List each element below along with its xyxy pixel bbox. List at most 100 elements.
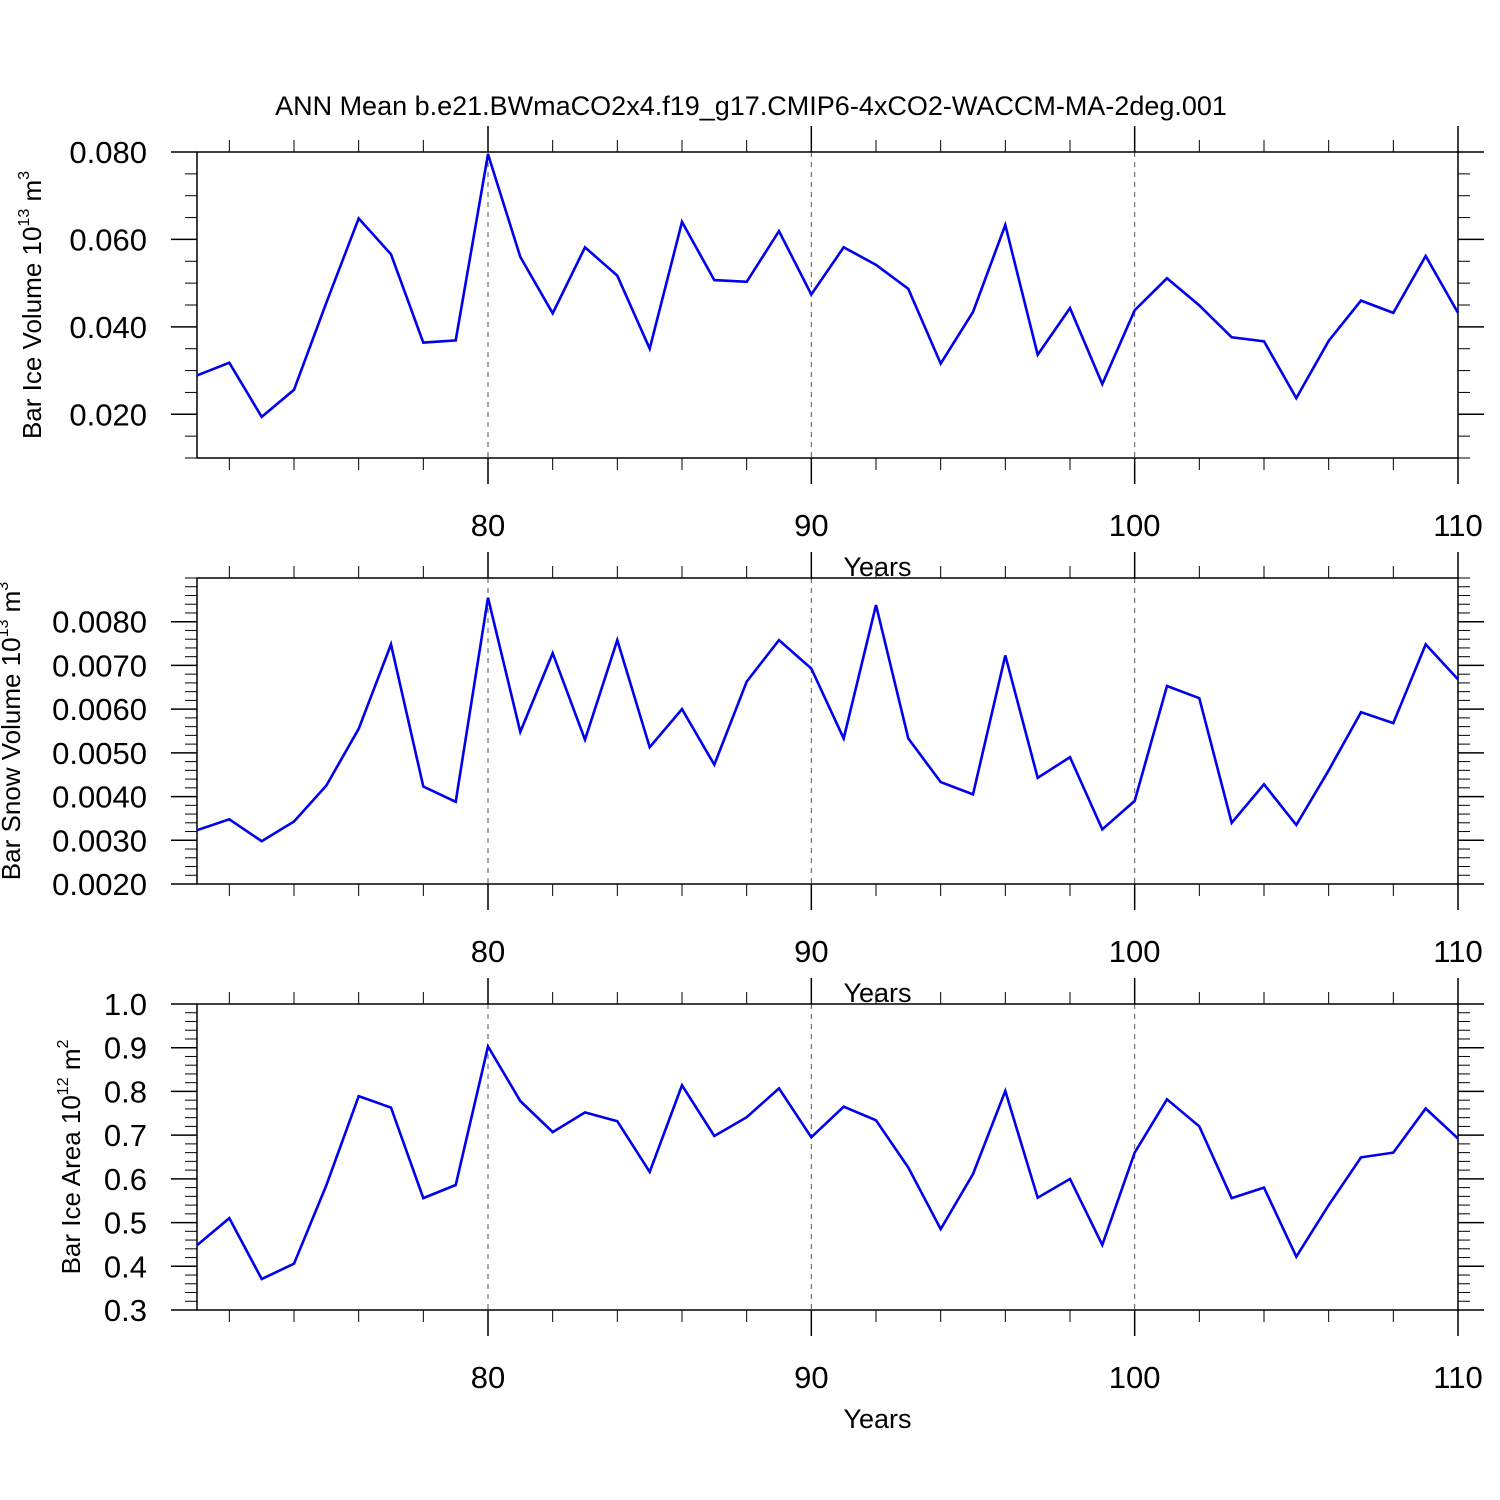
plot-frame: [196, 151, 1459, 459]
y-tick-label: 1.0: [104, 987, 147, 1022]
y-axis-label-unit: m: [17, 180, 47, 209]
y-axis-label-prefix: Bar Ice Volume 10: [17, 227, 47, 439]
data-point: [809, 666, 814, 671]
x-tick-label: 100: [1109, 508, 1161, 543]
data-point: [583, 737, 588, 742]
y-tick-label: 0.0060: [52, 692, 147, 727]
data-point: [777, 1086, 782, 1091]
data-point: [486, 152, 491, 157]
data-point: [680, 1083, 685, 1088]
panel-gridlines: [487, 1004, 1136, 1310]
data-point: [389, 252, 394, 257]
data-point: [1100, 382, 1105, 387]
x-tick-label: 90: [794, 1360, 828, 1395]
data-point: [195, 373, 200, 378]
data-point: [1068, 755, 1073, 760]
data-point: [874, 1118, 879, 1123]
data-point: [1294, 822, 1299, 827]
data-point: [324, 783, 329, 788]
y-tick-label: 0.0020: [52, 867, 147, 902]
y-axis-label-unit-exp: 2: [55, 1039, 72, 1048]
data-point: [712, 762, 717, 767]
y-tick-label: 0.080: [69, 135, 147, 170]
data-point: [389, 642, 394, 647]
y-tick-label: 0.5: [104, 1206, 147, 1241]
x-tick-label: 80: [471, 508, 505, 543]
y-axis-label-unit-exp: 3: [0, 582, 12, 591]
x-axis-label: Years: [843, 552, 911, 582]
data-point: [1423, 254, 1428, 259]
panel-series: [195, 152, 1460, 419]
data-point: [518, 254, 523, 259]
y-axis-label-unit: m: [0, 591, 26, 620]
data-point: [227, 360, 232, 365]
data-point: [1262, 1185, 1267, 1190]
x-tick-label: 90: [794, 508, 828, 543]
y-axis-label: Bar Ice Volume 1013 m3: [16, 171, 47, 439]
data-point: [1456, 1136, 1461, 1141]
x-axis-label: Years: [843, 1404, 911, 1434]
data-point: [1165, 683, 1170, 688]
y-tick-label: 0.020: [69, 397, 147, 432]
data-point: [680, 707, 685, 712]
x-tick-label: 110: [1433, 934, 1482, 969]
y-tick-label: 0.0080: [52, 605, 147, 640]
data-point: [292, 819, 297, 824]
data-point: [259, 1276, 264, 1281]
data-point: [1326, 338, 1331, 343]
data-point: [938, 780, 943, 785]
x-tick-label: 90: [794, 934, 828, 969]
panel-ice-volume: 80 90 100 110 0.020 0.040 0.060 0.080 Years Bar…: [16, 126, 1484, 582]
y-tick-label: 0.0040: [52, 780, 147, 815]
y-tick-label: 0.0030: [52, 823, 147, 858]
y-tick-label: 0.060: [69, 222, 147, 257]
data-point: [1359, 1155, 1364, 1160]
data-point: [1359, 710, 1364, 715]
data-point: [1132, 798, 1137, 803]
data-point: [195, 828, 200, 833]
data-point: [1326, 768, 1331, 773]
data-point: [647, 1169, 652, 1174]
data-point: [615, 638, 620, 643]
data-point: [1229, 820, 1234, 825]
data-point: [259, 414, 264, 419]
y-tick-label: 0.6: [104, 1162, 147, 1197]
data-point: [680, 219, 685, 224]
data-point: [1391, 721, 1396, 726]
y-tick-label: 0.4: [104, 1249, 147, 1284]
data-point: [744, 1115, 749, 1120]
data-point: [744, 679, 749, 684]
data-point: [356, 216, 361, 221]
x-tick-label: 80: [471, 1360, 505, 1395]
data-point: [938, 361, 943, 366]
data-point: [777, 638, 782, 643]
panel-axes: 80 90 100 110 0.020 0.040 0.060 0.080: [69, 126, 1484, 543]
x-axis-label: Years: [843, 978, 911, 1008]
x-tick-label: 110: [1433, 508, 1482, 543]
panel-snow-volume: 80 90 100 110 0.0020 0.0030 0.0040 0.0050 0.0060…: [0, 552, 1484, 1008]
data-point: [647, 346, 652, 351]
data-point: [971, 309, 976, 314]
y-tick-label: 0.040: [69, 310, 147, 345]
data-point: [1391, 310, 1396, 315]
data-point: [906, 736, 911, 741]
data-point: [1003, 223, 1008, 228]
data-point: [389, 1105, 394, 1110]
data-point: [906, 1165, 911, 1170]
data-point: [1003, 1088, 1008, 1093]
plot-frame: [196, 1003, 1459, 1311]
data-point: [292, 1261, 297, 1266]
y-tick-label: 0.3: [104, 1293, 147, 1328]
data-point: [1197, 696, 1202, 701]
data-point: [841, 245, 846, 250]
y-axis-label: Bar Snow Volume 1013 m3: [0, 582, 26, 881]
data-point: [1423, 642, 1428, 647]
data-point: [453, 799, 458, 804]
data-point: [421, 784, 426, 789]
data-point: [1068, 306, 1073, 311]
data-point: [486, 595, 491, 600]
x-tick-label: 110: [1433, 1360, 1482, 1395]
series-line: [196, 1042, 1459, 1281]
data-point: [1035, 1195, 1040, 1200]
